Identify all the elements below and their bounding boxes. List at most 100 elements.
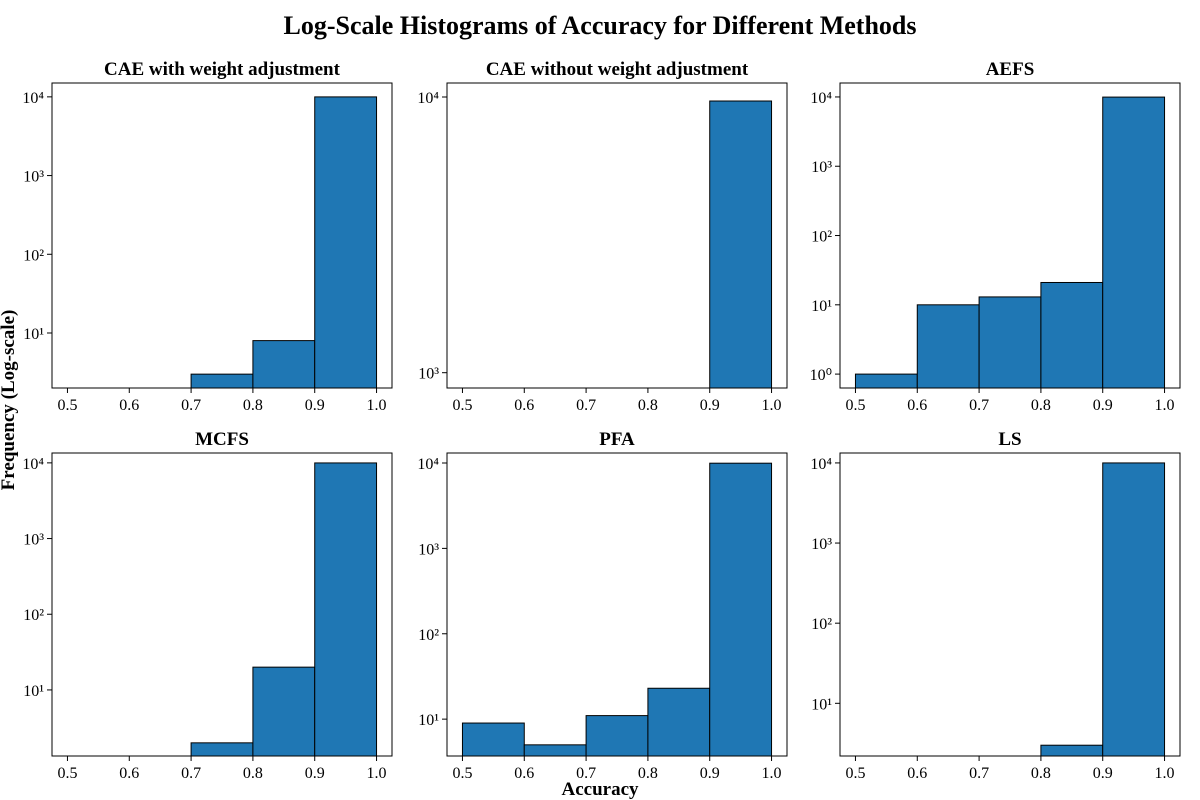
y-tick-label: 10⁴ [417,90,439,107]
y-tick-label: 10² [811,229,832,246]
x-tick-label: 0.8 [638,397,658,414]
x-tick-label: 0.5 [845,765,865,782]
bars [1040,462,1166,756]
bars [190,96,378,388]
y-tick-label: 10⁴ [22,90,44,107]
subplot: 0.5 0.6 0.7 0.8 0.9 1.0 10⁰ 10¹ 10² 10³ 10⁴ AEFS [810,59,1181,414]
x-axis-label: Accuracy [561,779,639,800]
x-tick-label: 0.6 [119,765,139,782]
x-tick-label: 0.6 [514,397,534,414]
bar [916,304,980,388]
x-tick-label: 0.9 [700,397,720,414]
y-tick-label: 10⁴ [810,456,832,473]
subplot: 0.5 0.6 0.7 0.8 0.9 1.0 10¹ 10² 10³ 10⁴ MCFS [22,429,393,782]
x-tick-label: 0.6 [907,397,927,414]
bar [709,462,773,756]
y-tick-label: 10³ [811,536,832,553]
y-tick-label: 10³ [23,169,44,186]
y-tick-label: 10¹ [811,696,832,713]
y-tick-label: 10⁴ [417,456,439,473]
x-tick-label: 0.8 [243,765,263,782]
x-tick-label: 1.0 [1155,397,1175,414]
x-tick-label: 0.9 [305,397,325,414]
bar [314,96,378,388]
bar [523,744,587,756]
bars [709,100,773,388]
axes-frame [839,452,1181,757]
bar [190,742,254,756]
bar [1040,281,1104,388]
y-tick-label: 10³ [811,159,832,176]
x-tick-label: 0.6 [907,765,927,782]
subplot: 0.5 0.6 0.7 0.8 0.9 1.0 10¹ 10² 10³ 10⁴ CAE with w… [22,59,393,414]
x-tick-label: 0.8 [1031,765,1051,782]
bar [252,340,316,388]
x-tick-label: 0.6 [514,765,534,782]
x-tick-label: 0.5 [57,397,77,414]
subplot-title: PFA [599,429,635,450]
y-tick-label: 10² [418,627,439,644]
y-tick-label: 10² [811,616,832,633]
bar [647,687,711,756]
x-tick-label: 1.0 [367,397,387,414]
x-tick-label: 0.5 [845,397,865,414]
subplot-title: LS [998,429,1021,450]
x-tick-label: 0.9 [700,765,720,782]
bar [461,722,525,756]
subplot: 0.5 0.6 0.7 0.8 0.9 1.0 10³ 10⁴ CAE without weig… [417,59,788,414]
y-tick-label: 10³ [418,366,439,383]
subplot-title: CAE without weight adjustment [486,59,749,80]
bar [854,373,918,388]
subplot: 0.5 0.6 0.7 0.8 0.9 1.0 10¹ 10² 10³ 10⁴ LS [810,429,1181,782]
y-tick-label: 10² [23,607,44,624]
y-axis-label: Frequency (Log-scale) [0,310,19,491]
figure-title: Log-Scale Histograms of Accuracy for Dif… [283,11,916,40]
x-tick-label: 0.7 [576,397,596,414]
bar [252,666,316,756]
y-tick-label: 10¹ [418,712,439,729]
subplot-title: CAE with weight adjustment [104,59,341,80]
axes-frame [446,452,788,757]
bars [461,462,773,756]
x-tick-label: 0.5 [452,397,472,414]
subplot: 0.5 0.6 0.7 0.8 0.9 1.0 10¹ 10² 10³ 10⁴ PFA [417,429,788,782]
bars [854,96,1166,388]
x-tick-label: 0.5 [452,765,472,782]
bar [190,373,254,388]
x-tick-label: 0.8 [243,397,263,414]
y-tick-label: 10⁰ [810,367,832,384]
bar [1040,744,1104,756]
x-tick-label: 0.7 [969,765,989,782]
y-tick-label: 10¹ [23,326,44,343]
bars [190,462,378,756]
x-tick-label: 1.0 [762,765,782,782]
x-tick-label: 1.0 [762,397,782,414]
y-tick-label: 10⁴ [810,90,832,107]
axes-frame [51,82,393,389]
x-tick-label: 0.5 [57,765,77,782]
x-tick-label: 0.7 [181,765,201,782]
x-tick-label: 0.9 [1093,765,1113,782]
x-tick-label: 0.7 [181,397,201,414]
x-tick-label: 0.9 [1093,397,1113,414]
bar [1102,462,1166,756]
y-tick-label: 10⁴ [22,456,44,473]
subplot-title: MCFS [195,429,249,450]
y-tick-label: 10³ [23,532,44,549]
x-tick-label: 0.6 [119,397,139,414]
bar [1102,96,1166,388]
bar [978,296,1042,388]
x-tick-label: 0.7 [576,765,596,782]
bar [709,100,773,388]
axes-frame [446,82,788,389]
subplot-title: AEFS [986,59,1035,80]
x-tick-label: 0.7 [969,397,989,414]
bar [585,715,649,756]
bar [314,462,378,756]
y-tick-label: 10² [23,247,44,264]
axes-frame [51,452,393,757]
y-tick-label: 10¹ [811,298,832,315]
y-tick-label: 10¹ [23,683,44,700]
x-tick-label: 0.8 [1031,397,1051,414]
